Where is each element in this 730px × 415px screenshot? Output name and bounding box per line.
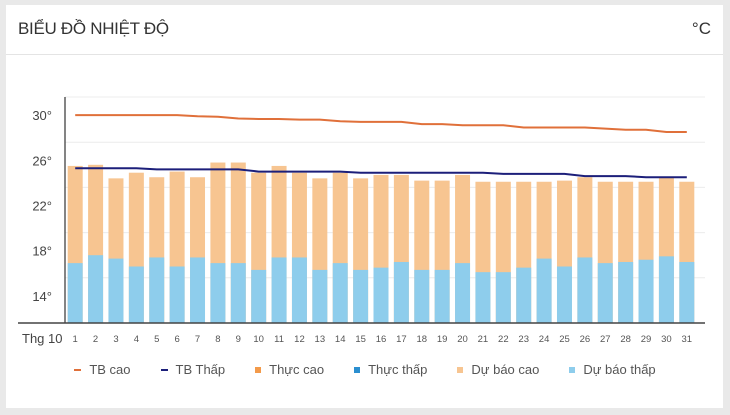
bar-du-bao-thap xyxy=(556,266,572,323)
bar-du-bao-thap xyxy=(679,261,695,323)
legend: TB cao TB Thấp Thực cao Thực thấp Dự báo… xyxy=(0,362,730,377)
bar-du-bao-thap xyxy=(190,257,206,323)
legend-item-tb-cao[interactable]: TB cao xyxy=(74,362,131,377)
x-tick-label: 24 xyxy=(539,334,550,345)
bar-du-bao-thap xyxy=(128,266,144,323)
x-tick-label: 7 xyxy=(195,334,200,345)
y-tick-label: 14° xyxy=(32,289,52,304)
bar-du-bao-thap xyxy=(251,269,267,323)
bar-du-bao-thap xyxy=(434,269,450,323)
chart-title: BIỂU ĐỒ NHIỆT ĐỘ xyxy=(18,19,169,38)
legend-swatch xyxy=(457,366,464,373)
x-tick-label: 14 xyxy=(335,334,346,345)
legend-swatch xyxy=(354,366,361,373)
legend-item-du-bao-cao[interactable]: Dự báo cao xyxy=(457,362,539,377)
bar-du-bao-thap xyxy=(536,258,552,323)
x-tick-label: 3 xyxy=(113,334,118,345)
x-tick-label: 12 xyxy=(294,334,305,345)
x-axis-label: Thg 10 xyxy=(22,331,62,346)
x-tick-label: 31 xyxy=(682,334,693,345)
bar-du-bao-thap xyxy=(455,263,471,323)
legend-swatch xyxy=(74,368,82,371)
bar-du-bao-thap xyxy=(67,263,83,323)
x-tick-label: 27 xyxy=(600,334,611,345)
bar-du-bao-thap xyxy=(312,269,328,323)
bar-du-bao-thap xyxy=(516,267,532,323)
unit-label: °C xyxy=(691,19,711,38)
bar-du-bao-thap xyxy=(332,263,348,323)
legend-item-du-bao-thap[interactable]: Dự báo thấp xyxy=(569,362,656,377)
x-tick-label: 19 xyxy=(437,334,448,345)
x-tick-label: 29 xyxy=(641,334,652,345)
bar-du-bao-thap xyxy=(393,261,409,323)
legend-item-tb-thap[interactable]: TB Thấp xyxy=(160,362,226,377)
legend-swatch xyxy=(569,366,576,373)
bar-du-bao-thap xyxy=(291,257,307,323)
bar-du-bao-thap xyxy=(638,259,654,323)
legend-swatch xyxy=(255,366,262,373)
x-tick-label: 22 xyxy=(498,334,509,345)
x-tick-label: 2 xyxy=(93,334,98,345)
x-tick-label: 10 xyxy=(253,334,264,345)
x-tick-label: 9 xyxy=(236,334,241,345)
x-tick-label: 6 xyxy=(174,334,179,345)
x-tick-label: 5 xyxy=(154,334,159,345)
line-tb-thap xyxy=(75,167,687,179)
bar-du-bao-thap xyxy=(373,267,389,323)
x-tick-label: 11 xyxy=(274,334,284,345)
legend-swatch xyxy=(160,368,168,371)
legend-label: TB Thấp xyxy=(175,362,226,377)
legend-label: Thực thấp xyxy=(368,362,428,377)
x-tick-label: 18 xyxy=(416,334,427,345)
x-tick-label: 13 xyxy=(315,334,326,345)
x-tick-label: 23 xyxy=(518,334,529,345)
y-tick-label: 26° xyxy=(32,153,52,168)
legend-label: Dự báo cao xyxy=(471,362,540,377)
x-tick-label: 15 xyxy=(355,334,366,345)
x-tick-label: 30 xyxy=(661,334,672,345)
line-tb-cao xyxy=(75,114,687,134)
legend-label: TB cao xyxy=(89,362,131,377)
bar-du-bao-thap xyxy=(169,266,185,323)
x-tick-label: 28 xyxy=(620,334,631,345)
bar-du-bao-thap xyxy=(353,269,369,323)
bar-du-bao-thap xyxy=(230,263,246,323)
x-tick-label: 16 xyxy=(376,334,387,345)
x-tick-label: 21 xyxy=(478,334,489,345)
x-tick-label: 1 xyxy=(73,334,78,345)
bar-du-bao-thap xyxy=(88,255,104,323)
legend-label: Dự báo thấp xyxy=(583,362,656,377)
legend-item-thuc-cao[interactable]: Thực cao xyxy=(255,362,324,377)
bar-du-bao-thap xyxy=(475,272,491,323)
bar-du-bao-thap xyxy=(658,256,674,323)
bar-du-bao-thap xyxy=(271,257,287,323)
legend-item-thuc-thap[interactable]: Thực thấp xyxy=(354,362,427,377)
x-tick-label: 25 xyxy=(559,334,570,345)
bar-du-bao-thap xyxy=(108,258,124,323)
y-tick-label: 30° xyxy=(32,108,52,123)
bar-du-bao-thap xyxy=(414,269,430,323)
header-divider xyxy=(6,54,723,55)
bar-du-bao-thap xyxy=(495,272,511,323)
bar-du-bao-thap xyxy=(210,263,226,323)
bar-du-bao-thap xyxy=(618,261,634,323)
x-tick-label: 26 xyxy=(580,334,591,345)
bar-du-bao-thap xyxy=(149,257,165,323)
x-tick-label: 8 xyxy=(215,334,220,345)
x-tick-label: 17 xyxy=(396,334,407,345)
bar-du-bao-thap xyxy=(597,263,613,323)
y-tick-label: 18° xyxy=(32,244,52,259)
bar-du-bao-thap xyxy=(577,257,593,323)
x-tick-label: 20 xyxy=(457,334,468,345)
legend-label: Thực cao xyxy=(269,362,325,377)
x-tick-label: 4 xyxy=(134,334,139,345)
y-tick-label: 22° xyxy=(32,198,52,213)
